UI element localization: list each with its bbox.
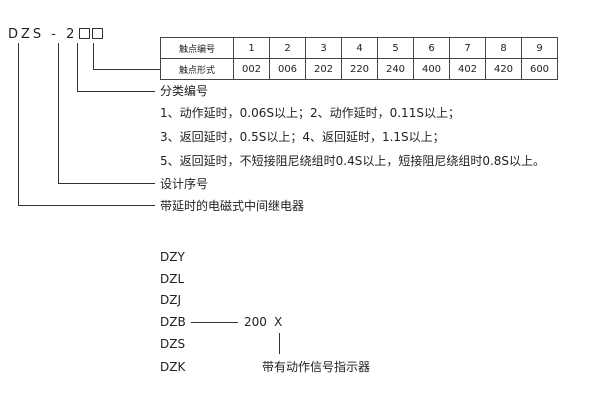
connector-line — [58, 183, 155, 184]
dzb-x: X — [274, 315, 283, 329]
table-cell: 420 — [485, 58, 522, 80]
classification-line: 1、动作延时，0.06S以上；2、动作延时，0.11S以上； — [160, 106, 460, 120]
series-item: DZJ — [160, 293, 181, 307]
table-cell: 7 — [449, 37, 486, 59]
indicator-label: 带有动作信号指示器 — [262, 360, 371, 374]
relay-description: 带延时的电磁式中间继电器 — [160, 199, 305, 213]
table-cell: 220 — [341, 58, 378, 80]
table-header: 触点形式 — [160, 58, 234, 80]
series-item: DZY — [160, 250, 185, 264]
contact-table: 触点编号 1 2 3 4 5 6 7 8 9 触点形式 002 006 202 … — [160, 37, 558, 80]
connector-line — [93, 43, 94, 70]
classification-title: 分类编号 — [160, 84, 209, 98]
table-cell: 2 — [269, 37, 306, 59]
table-cell: 402 — [449, 58, 486, 80]
table-cell: 9 — [521, 37, 558, 59]
classification-line: 3、返回延时，0.5S以上；4、返回延时，1.1S以上； — [160, 130, 445, 144]
placeholder-box-1 — [79, 28, 91, 39]
model-prefix: DZS - 2 — [8, 27, 78, 42]
table-cell: 8 — [485, 37, 522, 59]
classification-line: 5、返回延时，不短接阻尼绕组时0.4S以上，短接阻尼绕组时0.8S以上。 — [160, 154, 546, 168]
table-header: 触点编号 — [160, 37, 234, 59]
connector-line — [77, 43, 78, 92]
table-cell: 202 — [305, 58, 342, 80]
table-cell: 5 — [377, 37, 414, 59]
table-cell: 3 — [305, 37, 342, 59]
table-cell: 600 — [521, 58, 558, 80]
placeholder-box-2 — [92, 28, 104, 39]
connector-line — [18, 205, 155, 206]
table-cell: 1 — [233, 37, 270, 59]
connector-line — [279, 333, 280, 354]
connector-line — [77, 91, 155, 92]
connector-line — [93, 69, 160, 70]
table-row: 触点编号 1 2 3 4 5 6 7 8 9 — [160, 37, 558, 59]
series-item: DZL — [160, 272, 185, 286]
series-item: DZK — [160, 360, 186, 374]
connector-line — [58, 43, 59, 184]
table-cell: 240 — [377, 58, 414, 80]
table-cell: 4 — [341, 37, 378, 59]
design-serial-label: 设计序号 — [160, 177, 209, 191]
table-row: 触点形式 002 006 202 220 240 400 402 420 600 — [160, 58, 558, 80]
connector-line — [191, 322, 238, 323]
table-cell: 400 — [413, 58, 450, 80]
model-code: DZS - 2 — [8, 27, 104, 42]
connector-line — [18, 43, 19, 206]
series-item: DZB — [160, 315, 186, 329]
table-cell: 6 — [413, 37, 450, 59]
table-cell: 006 — [269, 58, 306, 80]
series-item: DZS — [160, 337, 186, 351]
dzb-suffix: 200 — [244, 315, 267, 329]
table-cell: 002 — [233, 58, 270, 80]
